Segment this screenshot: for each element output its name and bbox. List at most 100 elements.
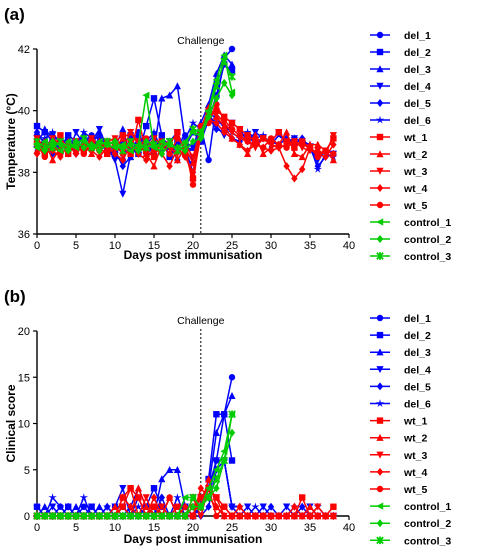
data-point-del_6 — [79, 493, 88, 502]
data-point-wt_4 — [150, 493, 158, 502]
legend-item-wt_2: wt_2 — [370, 433, 428, 445]
data-point-control_2 — [189, 502, 197, 511]
data-point-wt_2 — [111, 502, 119, 510]
data-point-del_4 — [283, 503, 291, 511]
data-point-del_2 — [150, 95, 158, 102]
data-point-wt_5 — [299, 141, 306, 148]
data-point-wt_2 — [205, 475, 213, 483]
data-point-del_3 — [119, 125, 127, 133]
legend-item-control_1: control_1 — [370, 217, 451, 229]
y-tick-label: 10 — [18, 419, 30, 431]
legend-marker — [376, 201, 384, 209]
data-point-del_6 — [103, 502, 112, 511]
legend-item-del_5: del_5 — [370, 381, 431, 393]
legend-label: del_4 — [404, 364, 431, 376]
data-point-del_4 — [49, 503, 57, 511]
data-point-control_3 — [56, 137, 65, 146]
data-point-control_1 — [181, 493, 189, 502]
x-tick-label: 15 — [148, 522, 160, 534]
series-control_3 — [33, 57, 236, 155]
data-point-wt_1 — [174, 503, 181, 510]
data-point-wt_5 — [41, 153, 48, 161]
legend-item-control_2: control_2 — [370, 518, 451, 530]
y-axis-title: Temperature (°C) — [4, 93, 18, 190]
data-point-del_6 — [56, 502, 65, 511]
legend-item-wt_1: wt_1 — [370, 132, 428, 144]
data-point-del_3 — [95, 502, 103, 510]
data-point-wt_2 — [173, 156, 181, 164]
data-point-control_3 — [181, 140, 190, 149]
data-point-control_1 — [56, 147, 64, 155]
data-point-del_5 — [213, 125, 220, 134]
data-point-wt_4 — [236, 140, 243, 149]
legend-marker — [376, 184, 384, 192]
legend-item-del_1: del_1 — [370, 30, 431, 42]
data-point-del_3 — [212, 428, 220, 436]
x-tick-label: 35 — [304, 240, 316, 252]
data-point-wt_5 — [221, 503, 228, 510]
data-point-del_3 — [41, 125, 49, 133]
data-point-del_4 — [244, 503, 252, 511]
legend-label: del_1 — [404, 30, 431, 42]
data-point-wt_3 — [212, 494, 220, 502]
legend-label: wt_1 — [403, 132, 428, 144]
data-point-wt_4 — [119, 493, 126, 502]
data-point-wt_5 — [322, 147, 329, 154]
legend-item-wt_4: wt_4 — [370, 183, 428, 195]
legend-marker — [376, 82, 384, 90]
data-point-control_3 — [64, 512, 73, 520]
data-point-wt_2 — [150, 162, 158, 170]
data-point-del_4 — [72, 129, 80, 137]
data-point-control_1 — [220, 51, 228, 59]
x-tick-label: 20 — [187, 522, 199, 534]
data-point-control_3 — [95, 140, 104, 149]
legend-item-wt_5: wt_5 — [370, 484, 428, 496]
data-point-del_6 — [188, 118, 198, 127]
legend-marker — [376, 485, 384, 493]
data-point-wt_5 — [260, 144, 267, 151]
legend-marker — [376, 433, 384, 441]
legend-label: del_2 — [404, 47, 431, 59]
legend-marker — [376, 133, 384, 141]
data-point-wt_5 — [119, 503, 127, 510]
legend-marker — [376, 218, 384, 226]
data-point-wt_5 — [252, 512, 259, 520]
data-point-control_3 — [173, 512, 182, 520]
legend-label: wt_1 — [403, 416, 428, 428]
data-point-wt_1 — [299, 494, 306, 501]
data-point-wt_4 — [33, 149, 41, 158]
legend-label: wt_4 — [403, 467, 428, 479]
data-point-del_2 — [228, 457, 236, 464]
data-point-wt_2 — [306, 502, 314, 510]
data-point-control_2 — [182, 146, 189, 155]
data-point-wt_1 — [135, 116, 142, 124]
data-point-wt_5 — [252, 141, 259, 148]
legend-label: wt_3 — [403, 166, 428, 178]
data-point-control_3 — [150, 140, 158, 149]
data-point-del_3 — [228, 60, 236, 68]
data-point-del_6 — [227, 502, 237, 511]
data-point-control_3 — [204, 109, 213, 118]
data-point-del_6 — [32, 502, 42, 511]
data-point-control_3 — [165, 512, 174, 520]
data-point-wt_4 — [267, 146, 275, 155]
data-point-wt_2 — [251, 131, 259, 139]
legend-label: wt_3 — [403, 450, 428, 462]
data-point-wt_3 — [127, 129, 135, 137]
data-point-control_3 — [79, 134, 88, 143]
data-point-del_6 — [173, 493, 182, 502]
data-point-wt_1 — [135, 494, 142, 501]
legend-marker — [376, 382, 384, 391]
data-point-wt_4 — [291, 502, 298, 511]
legend-label: control_3 — [404, 251, 451, 263]
data-point-del_6 — [243, 127, 252, 136]
data-point-wt_5 — [228, 512, 236, 520]
data-point-del_2 — [228, 67, 236, 74]
legend-label: wt_5 — [403, 200, 428, 212]
legend: del_1 del_2 del_3 del_4 del_5 del_6 wt_1 wt_2wt… — [370, 30, 451, 263]
legend-item-del_2: del_2 — [370, 47, 431, 59]
y-tick-label: 42 — [18, 44, 30, 56]
data-point-control_3 — [40, 143, 49, 152]
y-tick-label: 40 — [18, 106, 30, 118]
